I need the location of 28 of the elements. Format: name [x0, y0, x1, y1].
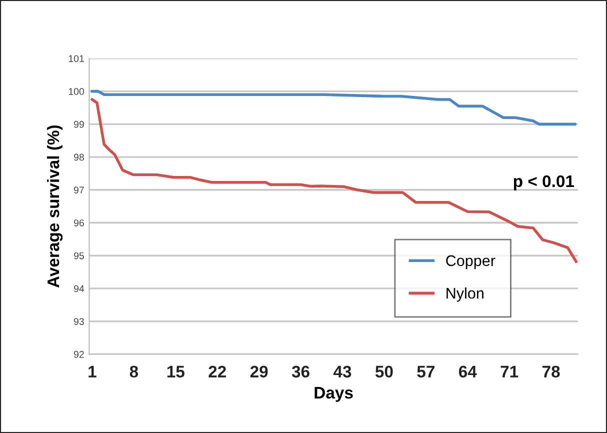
y-tick-label: 93	[74, 318, 84, 325]
x-tick-label: 78	[542, 366, 560, 378]
x-tick-label: 36	[292, 366, 310, 378]
x-axis-title: Days	[314, 387, 353, 402]
y-tick-label: 94	[74, 285, 84, 292]
x-tick-label: 22	[208, 366, 226, 378]
y-tick-label: 92	[74, 350, 84, 358]
legend-label: Copper	[446, 255, 496, 270]
y-tick-label: 101	[68, 55, 84, 62]
annotation: p < 0.01	[514, 175, 574, 190]
x-tick-label: 50	[375, 366, 393, 378]
y-tick-label: 95	[74, 252, 84, 260]
x-tick-label: 1	[88, 366, 96, 378]
x-tick-label: 29	[250, 366, 268, 378]
y-tick-label: 99	[74, 120, 84, 128]
x-tick-label: 43	[333, 366, 352, 378]
y-tick-label: 96	[74, 219, 84, 226]
x-tick-label: 15	[167, 366, 184, 378]
x-tick-label: 8	[130, 366, 138, 378]
y-axis-title: Average survival (%)	[46, 125, 63, 288]
line-series	[90, 90, 576, 126]
x-tick-label: 57	[417, 366, 434, 378]
x-tick-label: 71	[500, 366, 518, 378]
x-tick-label: 64	[458, 366, 477, 378]
y-tick-label: 97	[74, 186, 84, 194]
y-tick-label: 98	[74, 154, 84, 161]
legend-label: Nylon	[446, 287, 484, 302]
y-tick-label: 100	[68, 88, 84, 95]
